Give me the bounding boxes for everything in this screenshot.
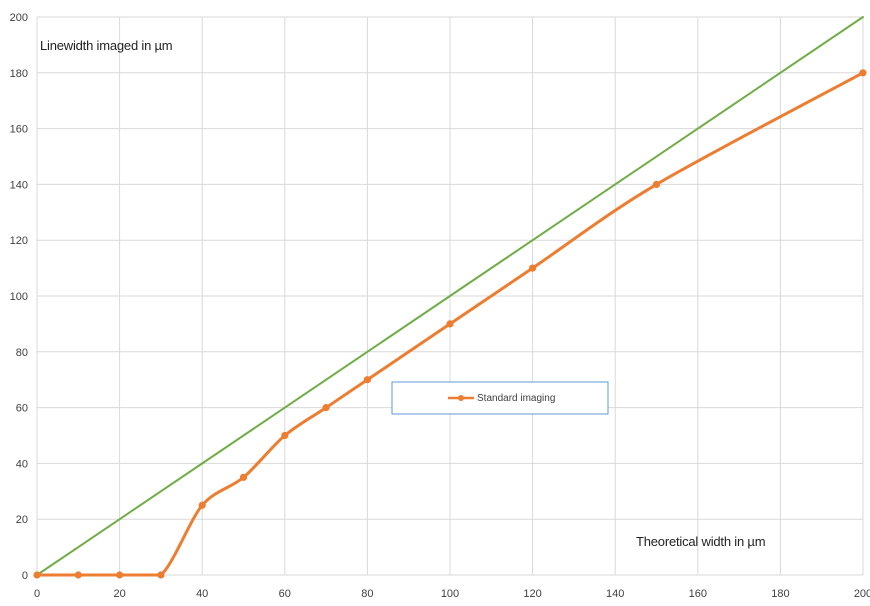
y-tick-label: 100 bbox=[10, 291, 28, 303]
x-tick-label: 0 bbox=[34, 588, 40, 600]
tick-labels: 0 20 40 60 80 100 120 140 160 180 200 0 20 40 60 80 100 1… bbox=[10, 12, 870, 600]
data-point bbox=[652, 180, 661, 188]
data-point bbox=[33, 571, 41, 579]
x-tick-label: 60 bbox=[279, 588, 291, 600]
data-point bbox=[74, 571, 82, 579]
legend: Standard imaging bbox=[391, 381, 609, 415]
y-axis-title: Linewidth imaged in µm bbox=[40, 38, 172, 53]
y-tick-label: 20 bbox=[16, 514, 28, 526]
y-tick-label: 160 bbox=[10, 124, 28, 136]
y-tick-label: 80 bbox=[16, 347, 28, 359]
y-tick-label: 0 bbox=[22, 570, 28, 582]
data-point bbox=[157, 571, 165, 579]
data-point bbox=[239, 473, 248, 481]
grid bbox=[36, 16, 864, 576]
data-point bbox=[281, 431, 289, 440]
data-point bbox=[198, 501, 206, 509]
legend-box bbox=[391, 381, 609, 415]
data-point bbox=[859, 69, 867, 77]
x-tick-label: 20 bbox=[113, 588, 125, 600]
x-tick-label: 40 bbox=[196, 588, 208, 600]
x-tick-label: 100 bbox=[441, 588, 459, 600]
y-tick-label: 120 bbox=[10, 235, 28, 247]
data-point bbox=[446, 320, 454, 328]
x-axis-title: Theoretical width in µm bbox=[636, 534, 765, 549]
y-tick-label: 40 bbox=[16, 458, 28, 470]
data-point bbox=[363, 376, 371, 384]
y-tick-label: 140 bbox=[10, 179, 28, 191]
x-tick-label: 180 bbox=[771, 588, 789, 600]
legend-series-marker bbox=[458, 395, 464, 401]
legend-series-label: Standard imaging bbox=[477, 393, 555, 404]
data-point bbox=[529, 264, 537, 272]
x-tick-label: 120 bbox=[523, 588, 541, 600]
x-tick-label: 140 bbox=[606, 588, 624, 600]
y-tick-label: 60 bbox=[16, 403, 28, 415]
y-tick-label: 180 bbox=[10, 68, 28, 80]
x-tick-label: 200 bbox=[854, 588, 870, 600]
data-point bbox=[116, 571, 124, 579]
reference-line bbox=[36, 16, 864, 576]
series-line-standard-imaging bbox=[35, 71, 865, 577]
series-lines bbox=[33, 16, 867, 579]
x-tick-label: 80 bbox=[361, 588, 373, 600]
x-tick-label: 160 bbox=[689, 588, 707, 600]
y-tick-label: 200 bbox=[10, 12, 28, 24]
data-point bbox=[322, 404, 330, 412]
